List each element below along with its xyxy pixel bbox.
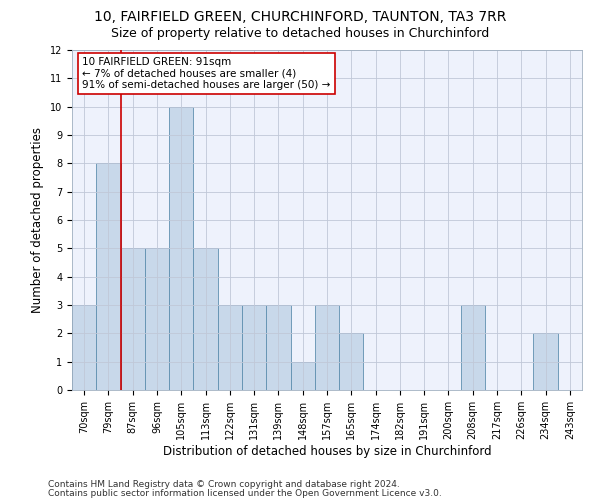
Bar: [193, 248, 218, 390]
Bar: [169, 106, 193, 390]
Bar: [290, 362, 315, 390]
Bar: [121, 248, 145, 390]
Text: Contains HM Land Registry data © Crown copyright and database right 2024.: Contains HM Land Registry data © Crown c…: [48, 480, 400, 489]
Bar: [266, 305, 290, 390]
X-axis label: Distribution of detached houses by size in Churchinford: Distribution of detached houses by size …: [163, 444, 491, 458]
Bar: [145, 248, 169, 390]
Bar: [72, 305, 96, 390]
Y-axis label: Number of detached properties: Number of detached properties: [31, 127, 44, 313]
Text: 10, FAIRFIELD GREEN, CHURCHINFORD, TAUNTON, TA3 7RR: 10, FAIRFIELD GREEN, CHURCHINFORD, TAUNT…: [94, 10, 506, 24]
Bar: [96, 164, 121, 390]
Bar: [461, 305, 485, 390]
Text: 10 FAIRFIELD GREEN: 91sqm
← 7% of detached houses are smaller (4)
91% of semi-de: 10 FAIRFIELD GREEN: 91sqm ← 7% of detach…: [82, 57, 331, 90]
Bar: [218, 305, 242, 390]
Bar: [315, 305, 339, 390]
Text: Contains public sector information licensed under the Open Government Licence v3: Contains public sector information licen…: [48, 488, 442, 498]
Bar: [242, 305, 266, 390]
Text: Size of property relative to detached houses in Churchinford: Size of property relative to detached ho…: [111, 28, 489, 40]
Bar: [533, 334, 558, 390]
Bar: [339, 334, 364, 390]
